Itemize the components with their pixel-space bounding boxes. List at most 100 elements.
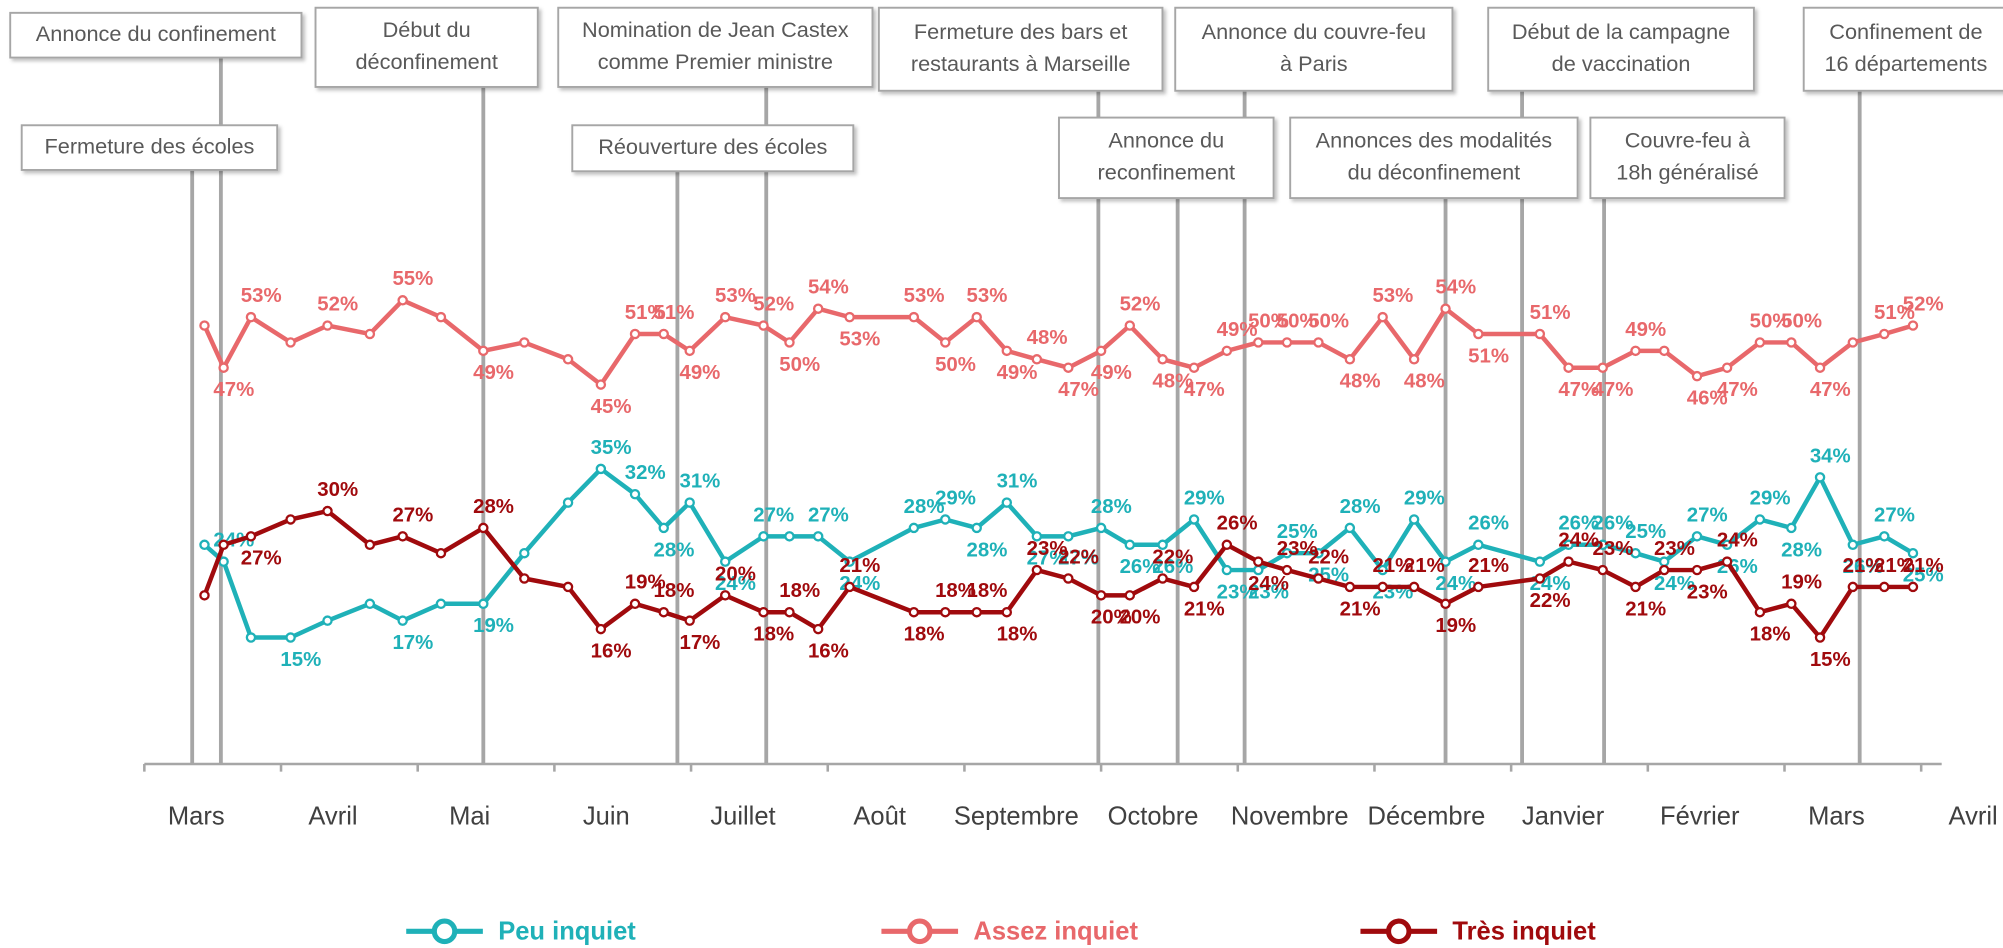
- data-label: 21%: [1340, 598, 1381, 620]
- event-label: Fermeture des écoles: [45, 133, 255, 158]
- event-box: [1589, 116, 1786, 200]
- data-point: [812, 531, 824, 542]
- data-point: [595, 623, 607, 635]
- data-point: [1721, 556, 1733, 567]
- data-label: 47%: [1558, 379, 1599, 401]
- data-point: [1691, 370, 1703, 382]
- data-point: [1408, 514, 1420, 525]
- data-point: [397, 531, 408, 542]
- data-point: [1344, 354, 1356, 365]
- data-point: [1597, 539, 1608, 551]
- data-label: 50%: [1781, 310, 1822, 332]
- data-point: [1157, 539, 1168, 551]
- data-label: 16%: [591, 640, 632, 662]
- data-point: [1063, 362, 1074, 373]
- data-label: 25%: [1903, 565, 1944, 587]
- data-label: 50%: [1750, 310, 1791, 332]
- data-point: [562, 581, 574, 593]
- data-point: [684, 497, 695, 508]
- data-label: 18%: [1750, 624, 1791, 646]
- data-label: 53%: [839, 329, 880, 351]
- data-point: [758, 320, 769, 331]
- data-point: [1691, 531, 1703, 542]
- data-point: [784, 606, 795, 618]
- data-point: [1658, 564, 1670, 576]
- data-label: 28%: [654, 539, 695, 561]
- data-point: [629, 328, 641, 340]
- data-point: [285, 514, 296, 525]
- data-point: [1124, 539, 1136, 551]
- data-label: 52%: [1120, 294, 1161, 316]
- data-label: 25%: [1625, 521, 1666, 543]
- data-point: [1344, 522, 1356, 534]
- legend-marker: [1386, 918, 1412, 945]
- data-point: [1188, 581, 1200, 593]
- series-line: [203, 466, 1915, 640]
- data-label: 29%: [1404, 487, 1445, 509]
- data-point: [940, 514, 951, 525]
- data-label: 23%: [1277, 538, 1318, 560]
- data-point: [684, 615, 695, 626]
- data-point: [1534, 556, 1546, 567]
- data-label: 23%: [1687, 581, 1728, 603]
- data-label: 23%: [1027, 538, 1068, 560]
- data-point: [908, 606, 920, 618]
- data-label: 18%: [904, 624, 945, 646]
- data-point: [1281, 547, 1293, 559]
- x-tick-label: Janvier: [1522, 802, 1605, 830]
- legend-label: Très inquiet: [1452, 917, 1596, 945]
- data-label: 26%: [1593, 513, 1634, 535]
- data-point: [562, 497, 574, 508]
- data-point: [1630, 345, 1641, 357]
- data-label: 51%: [1530, 302, 1571, 324]
- data-point: [812, 623, 824, 635]
- data-point: [1157, 354, 1168, 365]
- event-box: [877, 6, 1164, 92]
- data-point: [1124, 320, 1136, 331]
- event-label: Annonces des modalités: [1316, 128, 1553, 153]
- data-point: [595, 463, 607, 475]
- data-label: 26%: [1217, 513, 1258, 535]
- data-label: 24%: [1248, 573, 1289, 595]
- x-tick-label: Mai: [449, 802, 490, 830]
- data-point: [1188, 362, 1200, 373]
- series-line: [202, 298, 1914, 387]
- data-point: [1377, 311, 1388, 323]
- data-label: 26%: [1120, 556, 1161, 578]
- data-label: 18%: [997, 624, 1038, 646]
- x-tick-label: Mars: [1808, 802, 1865, 830]
- data-label: 15%: [1810, 649, 1851, 671]
- data-point: [1188, 514, 1200, 525]
- data-point: [1001, 345, 1013, 357]
- data-point: [1124, 590, 1136, 601]
- data-point: [364, 328, 376, 340]
- data-point: [435, 311, 447, 323]
- event-box: [1289, 116, 1579, 200]
- event-label: déconfinement: [355, 49, 497, 74]
- data-label: 28%: [904, 496, 945, 518]
- legend-label: Assez inquiet: [973, 917, 1138, 945]
- data-point: [1408, 581, 1420, 593]
- data-point: [1253, 556, 1264, 567]
- event-label: Annonce du couvre-feu: [1202, 19, 1426, 44]
- data-point: [1814, 472, 1826, 483]
- data-label: 51%: [625, 302, 666, 324]
- data-label: 28%: [473, 496, 514, 518]
- data-point: [478, 522, 489, 534]
- data-label: 27%: [392, 504, 433, 526]
- data-point: [562, 354, 574, 365]
- data-label: 53%: [1372, 285, 1413, 307]
- data-label: 18%: [753, 624, 794, 646]
- event-label: Début de la campagne: [1512, 19, 1730, 44]
- data-point: [1221, 539, 1233, 551]
- data-label: 53%: [241, 285, 282, 307]
- data-label: 48%: [1027, 327, 1068, 349]
- data-label: 27%: [1687, 504, 1728, 526]
- data-label: 53%: [967, 285, 1008, 307]
- data-point: [940, 337, 951, 348]
- data-label: 23%: [1654, 538, 1695, 560]
- data-point: [245, 311, 257, 323]
- data-label: 27%: [808, 504, 849, 526]
- data-point: [1221, 345, 1233, 357]
- data-label: 23%: [1248, 581, 1289, 603]
